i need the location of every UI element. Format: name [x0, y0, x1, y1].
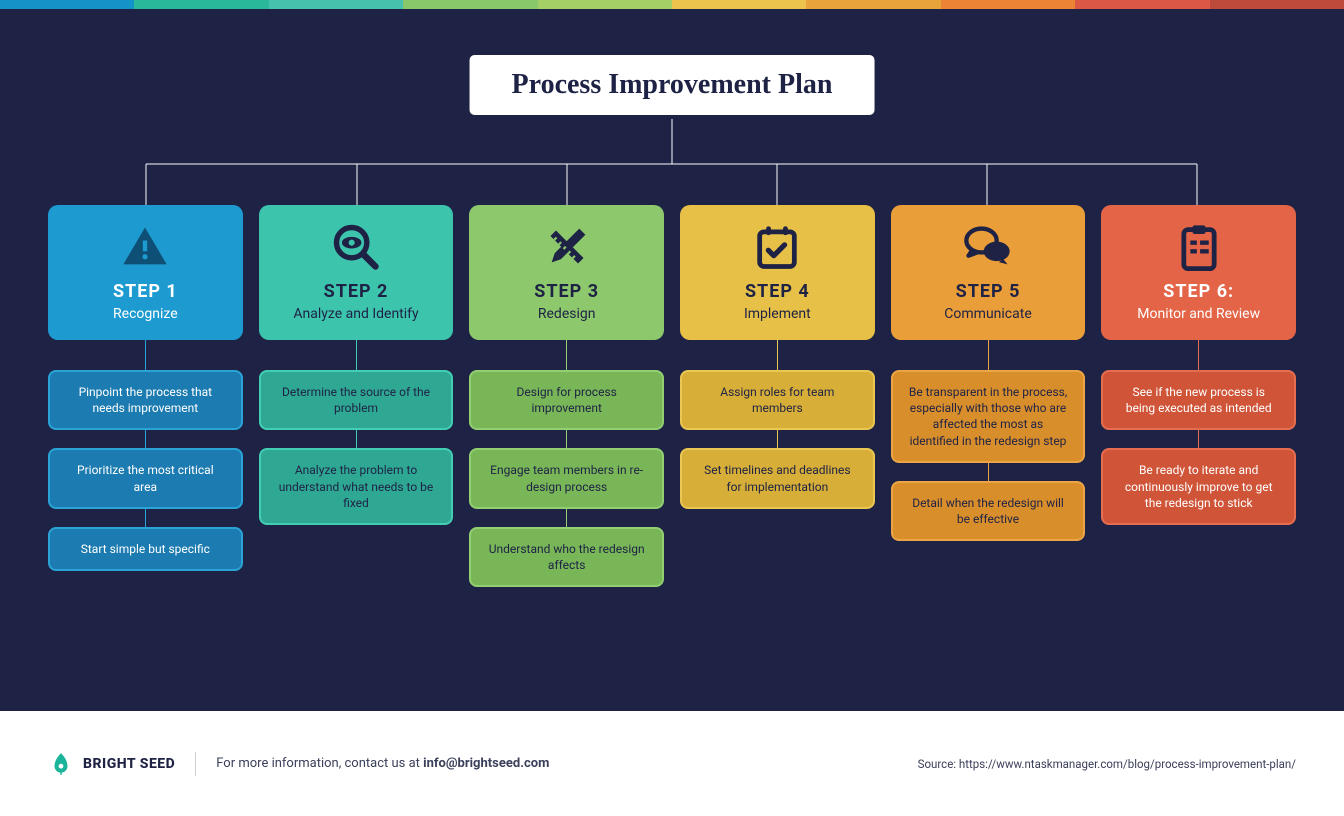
tree-connector-lines	[0, 119, 1344, 209]
connector-line	[1198, 340, 1199, 370]
stripe-segment	[134, 0, 268, 9]
step-label: Redesign	[538, 306, 596, 322]
footer-left: BRIGHT SEED For more information, contac…	[48, 751, 549, 777]
step-label: Communicate	[944, 306, 1031, 322]
step-number: STEP 6:	[1163, 281, 1234, 302]
connector-line	[145, 340, 146, 370]
page-title: Process Improvement Plan	[470, 55, 875, 115]
top-color-stripe	[0, 0, 1344, 9]
step-card: STEP 2 Analyze and Identify	[259, 205, 454, 340]
connector-line	[1198, 430, 1199, 448]
sub-step-card: Be transparent in the process, especiall…	[891, 370, 1086, 463]
step-label: Recognize	[113, 306, 178, 322]
step-column-5: STEP 5 Communicate Be transparent in the p…	[891, 205, 1086, 587]
stripe-segment	[0, 0, 134, 9]
step-label: Implement	[744, 306, 811, 322]
sub-step-card: Analyze the problem to understand what n…	[259, 448, 454, 525]
pencil-ruler-icon	[539, 219, 595, 275]
sub-step-card: Design for process improvement	[469, 370, 664, 430]
stripe-segment	[1210, 0, 1344, 9]
sub-step-card: Start simple but specific	[48, 527, 243, 571]
calendar-check-icon	[749, 219, 805, 275]
sub-step-card: Understand who the redesign affects	[469, 527, 664, 587]
step-column-3: STEP 3 Redesign Design for process improve…	[469, 205, 664, 587]
stripe-segment	[403, 0, 537, 9]
connector-line	[988, 340, 989, 370]
step-number: STEP 5	[956, 281, 1021, 302]
connector-line	[566, 430, 567, 448]
step-number: STEP 3	[534, 281, 599, 302]
step-card: STEP 1 Recognize	[48, 205, 243, 340]
source-text: Source: https://www.ntaskmanager.com/blo…	[918, 757, 1296, 771]
step-card: STEP 5 Communicate	[891, 205, 1086, 340]
step-card: STEP 3 Redesign	[469, 205, 664, 340]
footer-divider	[195, 752, 196, 776]
stripe-segment	[269, 0, 403, 9]
step-column-4: STEP 4 Implement Assign roles for team mem…	[680, 205, 875, 587]
connector-line	[356, 340, 357, 370]
sub-step-card: Detail when the redesign will be effecti…	[891, 481, 1086, 541]
connector-line	[566, 340, 567, 370]
sub-step-card: Prioritize the most critical area	[48, 448, 243, 508]
stripe-segment	[806, 0, 940, 9]
step-column-6: STEP 6: Monitor and Review See if the new …	[1101, 205, 1296, 587]
stripe-segment	[941, 0, 1075, 9]
sub-step-card: Set timelines and deadlines for implemen…	[680, 448, 875, 508]
contact-email: info@brightseed.com	[423, 756, 549, 771]
sub-step-card: Pinpoint the process that needs improvem…	[48, 370, 243, 430]
connector-line	[566, 509, 567, 527]
connector-line	[777, 340, 778, 370]
step-card: STEP 6: Monitor and Review	[1101, 205, 1296, 340]
sub-step-card: Assign roles for team members	[680, 370, 875, 430]
connector-line	[777, 430, 778, 448]
sub-step-card: Determine the source of the problem	[259, 370, 454, 430]
chat-bubbles-icon	[960, 219, 1016, 275]
sub-step-card: Be ready to iterate and continuously imp…	[1101, 448, 1296, 525]
warning-triangle-icon	[117, 219, 173, 275]
main-diagram-area: Process Improvement Plan STEP 1 Recognize…	[0, 9, 1344, 711]
sub-step-card: Engage team members in re-design process	[469, 448, 664, 508]
connector-line	[988, 463, 989, 481]
step-column-1: STEP 1 Recognize Pinpoint the process that…	[48, 205, 243, 587]
stripe-segment	[672, 0, 806, 9]
clipboard-check-icon	[1171, 219, 1227, 275]
steps-columns: STEP 1 Recognize Pinpoint the process that…	[48, 205, 1296, 587]
brand-seed-icon	[48, 751, 74, 777]
connector-line	[145, 509, 146, 527]
step-number: STEP 1	[113, 281, 178, 302]
step-card: STEP 4 Implement	[680, 205, 875, 340]
sub-step-card: See if the new process is being executed…	[1101, 370, 1296, 430]
connector-line	[356, 430, 357, 448]
connector-line	[145, 430, 146, 448]
contact-prefix: For more information, contact us at	[216, 756, 423, 771]
stripe-segment	[538, 0, 672, 9]
step-label: Monitor and Review	[1137, 306, 1260, 322]
footer: BRIGHT SEED For more information, contac…	[0, 711, 1344, 816]
step-number: STEP 2	[324, 281, 389, 302]
step-column-2: STEP 2 Analyze and Identify Determine the …	[259, 205, 454, 587]
stripe-segment	[1075, 0, 1209, 9]
step-label: Analyze and Identify	[293, 306, 418, 322]
magnifier-eye-icon	[328, 219, 384, 275]
brand-name: BRIGHT SEED	[83, 756, 175, 772]
brand-logo: BRIGHT SEED	[48, 751, 175, 777]
step-number: STEP 4	[745, 281, 810, 302]
contact-text: For more information, contact us at info…	[216, 756, 549, 771]
